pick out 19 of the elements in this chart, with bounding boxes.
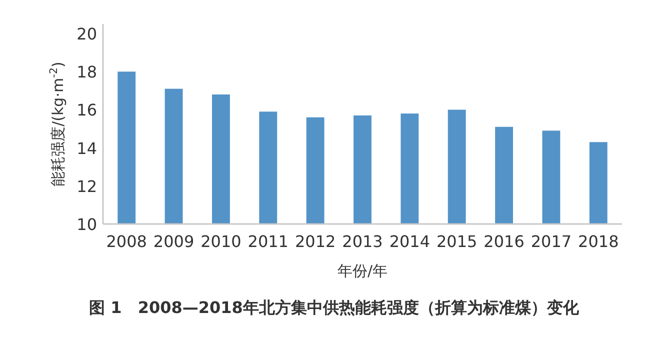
x-tick-label: 2010	[200, 232, 242, 251]
y-tick-label: 12	[76, 176, 97, 196]
x-tick-label: 2016	[484, 232, 524, 251]
y-tick-label: 20	[76, 24, 97, 44]
x-tick-label: 2008	[106, 232, 147, 251]
x-tick-label: 2017	[530, 232, 572, 251]
x-tick-label: 2015	[436, 232, 478, 251]
x-axis-title: 年份/年	[337, 262, 388, 280]
x-tick-label: 2013	[342, 232, 383, 251]
x-tick-label: 2012	[294, 232, 336, 251]
x-tick-label: 2014	[389, 232, 430, 251]
y-tick-label: 18	[76, 62, 97, 82]
x-tick-label: 2009	[153, 232, 194, 251]
y-tick-label: 10	[76, 215, 97, 234]
x-tick-label: 2018	[578, 232, 619, 251]
y-tick-label: 14	[76, 138, 97, 158]
y-tick-label: 16	[76, 100, 97, 120]
text: 图 1 2008—2018年北方集中供热能耗强度（折算为标准煤）变化	[89, 298, 580, 317]
x-tick-label: 2011	[248, 232, 288, 251]
